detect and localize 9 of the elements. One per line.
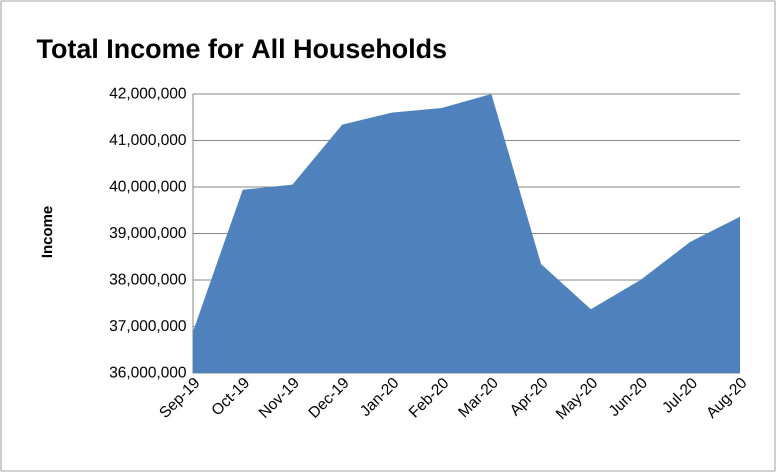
y-axis-title: Income — [42, 206, 52, 258]
y-tick-label: 39,000,000 — [110, 227, 186, 240]
y-tick-label: 40,000,000 — [110, 180, 186, 194]
chart-title: Total Income for All Households — [36, 38, 446, 58]
y-tick-label: 42,000,000 — [110, 88, 186, 100]
y-tick-label: 37,000,000 — [110, 320, 186, 333]
y-tick-label: 36,000,000 — [110, 366, 186, 380]
y-tick-label: 41,000,000 — [110, 134, 186, 147]
y-tick-label: 38,000,000 — [110, 274, 186, 286]
